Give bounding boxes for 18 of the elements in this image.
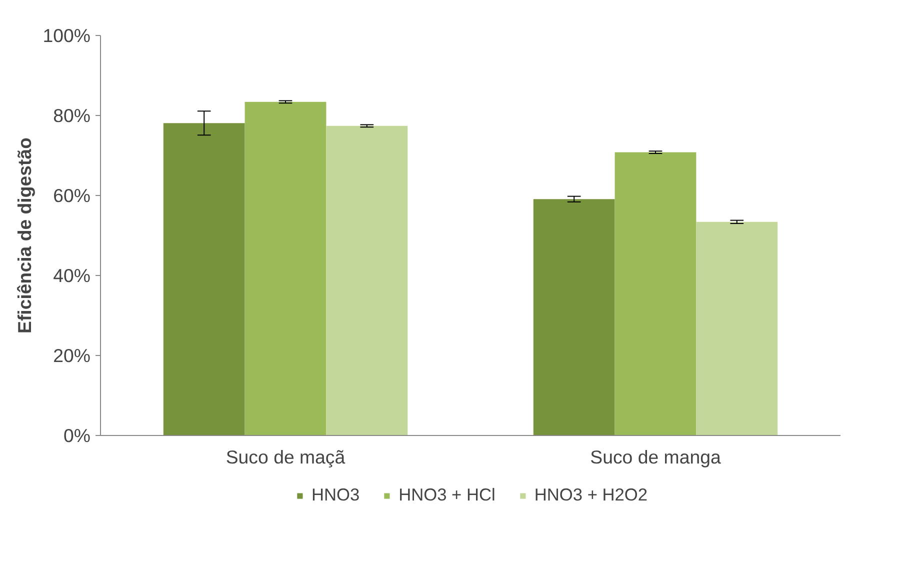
y-tick-label: 0%	[64, 425, 91, 446]
y-tick-label: 80%	[53, 105, 91, 126]
y-tick-label: 100%	[42, 25, 91, 46]
y-tick-label: 40%	[53, 265, 91, 286]
x-tick-label: Suco de manga	[590, 446, 722, 468]
legend-label: HNO3 + HCl	[398, 484, 496, 506]
x-tick-label: Suco de maçã	[226, 446, 346, 468]
legend-label: HNO3	[311, 484, 360, 506]
legend-label: HNO3 + H2O2	[534, 484, 648, 506]
y-tick-label: 20%	[53, 345, 91, 366]
y-axis-title: Eficiência de digestão	[14, 138, 35, 334]
bar	[533, 199, 615, 436]
bar	[163, 123, 245, 436]
bar	[614, 152, 696, 436]
bar	[326, 126, 408, 436]
y-tick-label: 60%	[53, 185, 91, 206]
bar	[244, 102, 326, 436]
bar	[696, 222, 778, 436]
